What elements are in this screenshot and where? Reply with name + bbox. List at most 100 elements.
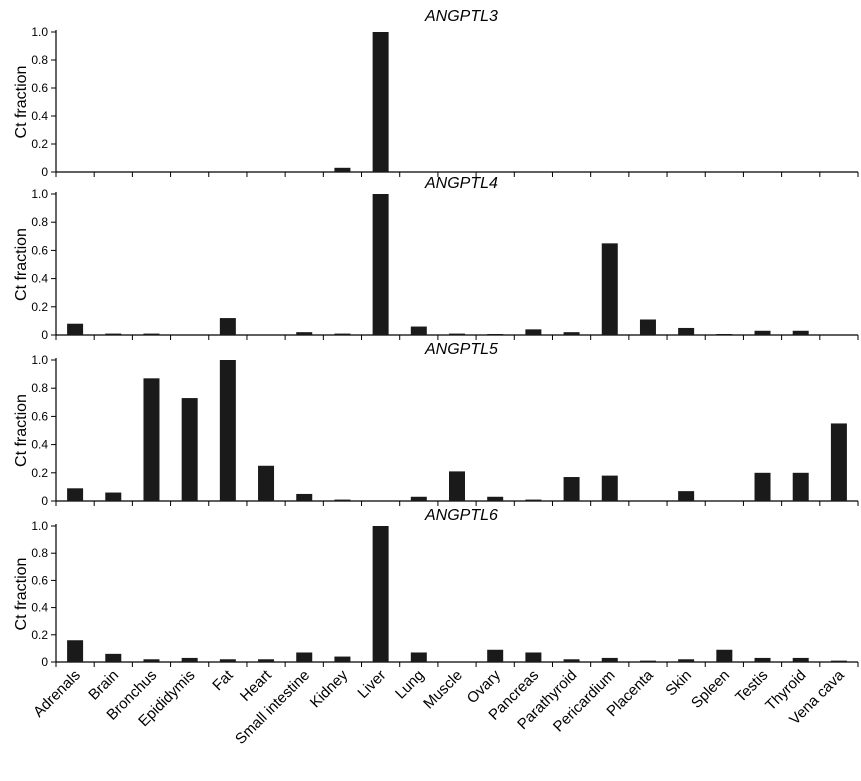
x-tick-label: Fat	[209, 666, 237, 694]
panel-title: ANGPTL3	[424, 8, 498, 25]
bar-pancreas	[525, 499, 542, 501]
bar-skin	[678, 327, 695, 335]
bar-kidney	[334, 656, 351, 662]
y-tick-label: 0.6	[31, 243, 48, 257]
bar-kidney	[334, 333, 351, 335]
y-tick-label: 0.2	[31, 628, 48, 642]
bar-pericardium	[601, 475, 618, 501]
y-tick-label: 0.2	[31, 466, 48, 480]
y-tick-label: 1.0	[31, 25, 48, 39]
bar-parathyroid	[563, 659, 580, 662]
panel-angptl4: 0 0.2 0.4 0.6 0.8 1.0 Ct fraction ANGPTL4	[13, 175, 859, 342]
y-tick-label: 1.0	[31, 353, 48, 367]
bar-lung	[410, 652, 427, 662]
bar-testis	[754, 472, 771, 501]
bar-muscle	[449, 333, 465, 335]
y-tick-label: 0.6	[31, 409, 48, 423]
bar-liver	[372, 194, 389, 335]
bar-skin	[678, 491, 695, 501]
bar-lung	[410, 326, 427, 335]
x-tick-label: Muscle	[420, 667, 466, 713]
x-tick-label: Liver	[354, 667, 389, 702]
y-axis-label: Ct fraction	[13, 228, 30, 301]
y-tick-label: 0.8	[31, 215, 48, 229]
bar-liver	[372, 32, 389, 172]
bar-adrenals	[67, 488, 84, 501]
panel-title: ANGPTL4	[424, 175, 498, 192]
y-tick-label: 0	[41, 655, 48, 669]
bar-small-intestine	[296, 652, 313, 662]
y-tick-label: 1.0	[31, 519, 48, 533]
bar-spleen	[716, 334, 733, 335]
bar-fat	[219, 318, 236, 335]
y-tick-label: 0.2	[31, 300, 48, 314]
panel-title: ANGPTL5	[424, 341, 498, 358]
panel-angptl5: 0 0.2 0.4 0.6 0.8 1.0 Ct fraction ANGPTL5	[13, 341, 859, 508]
bar-thyroid	[792, 472, 809, 501]
y-tick-label: 0.4	[31, 109, 48, 123]
x-tick-label: Skin	[662, 667, 695, 700]
y-tick-label: 0.8	[31, 546, 48, 560]
y-tick-label: 0	[41, 328, 48, 342]
y-tick-label: 0.4	[31, 438, 48, 452]
bar-ovary	[487, 496, 504, 501]
y-tick-label: 0.8	[31, 53, 48, 67]
bar-adrenals	[67, 640, 84, 662]
bar-pericardium	[601, 657, 618, 662]
bar-pancreas	[525, 329, 542, 335]
y-tick-label: 0.6	[31, 573, 48, 587]
bar-kidney	[334, 499, 351, 501]
y-tick-label: 0.4	[31, 272, 48, 286]
bar-spleen	[716, 649, 733, 662]
y-tick-label: 0.2	[31, 137, 48, 151]
x-tick-label: Spleen	[688, 667, 733, 712]
bar-bronchus	[143, 333, 160, 335]
y-tick-label: 1.0	[31, 187, 48, 201]
y-tick-label: 0	[41, 494, 48, 508]
panel-angptl3: 0 0.2 0.4 0.6 0.8 1.0 Ct fraction ANGPTL3	[13, 8, 859, 179]
bar-lung	[410, 496, 427, 501]
bar-fat	[219, 659, 236, 662]
bar-heart	[258, 465, 275, 501]
bar-skin	[678, 659, 695, 662]
bar-fat	[219, 360, 236, 501]
bar-pancreas	[525, 652, 542, 662]
bar-small-intestine	[296, 493, 313, 501]
panel-title: ANGPTL6	[424, 507, 498, 524]
bar-bronchus	[143, 378, 160, 501]
y-tick-label: 0.4	[31, 601, 48, 615]
bar-brain	[105, 333, 122, 335]
y-tick-label: 0.6	[31, 81, 48, 95]
x-tick-label: Kidney	[307, 666, 352, 711]
bar-bronchus	[143, 659, 160, 662]
bar-vena-cava	[830, 660, 847, 662]
bar-thyroid	[792, 657, 809, 662]
bar-ovary	[487, 334, 504, 335]
y-tick-label: 0.8	[31, 381, 48, 395]
bar-thyroid	[792, 330, 809, 335]
bar-placenta	[639, 660, 656, 662]
y-axis-label: Ct fraction	[13, 66, 30, 139]
x-tick-label: Adrenals	[30, 667, 84, 721]
bar-parathyroid	[563, 332, 580, 335]
bar-placenta	[639, 319, 656, 335]
bar-adrenals	[67, 323, 84, 335]
bar-brain	[105, 653, 122, 662]
y-tick-label: 0	[41, 165, 48, 179]
bar-testis	[754, 330, 771, 335]
bar-epididymis	[181, 657, 198, 662]
bar-testis	[754, 657, 771, 662]
y-axis-label: Ct fraction	[13, 394, 30, 467]
bar-pericardium	[601, 243, 618, 335]
bar-liver	[372, 526, 389, 662]
bar-brain	[105, 492, 122, 501]
bar-parathyroid	[563, 477, 580, 501]
bar-heart	[258, 659, 275, 662]
y-axis-label: Ct fraction	[13, 558, 30, 631]
bar-muscle	[449, 471, 465, 501]
bar-epididymis	[181, 398, 198, 501]
bar-kidney	[334, 167, 351, 172]
bar-vena-cava	[830, 423, 847, 501]
panel-angptl6: 0 0.2 0.4 0.6 0.8 1.0 Ct fraction ANGPTL6	[13, 507, 859, 669]
